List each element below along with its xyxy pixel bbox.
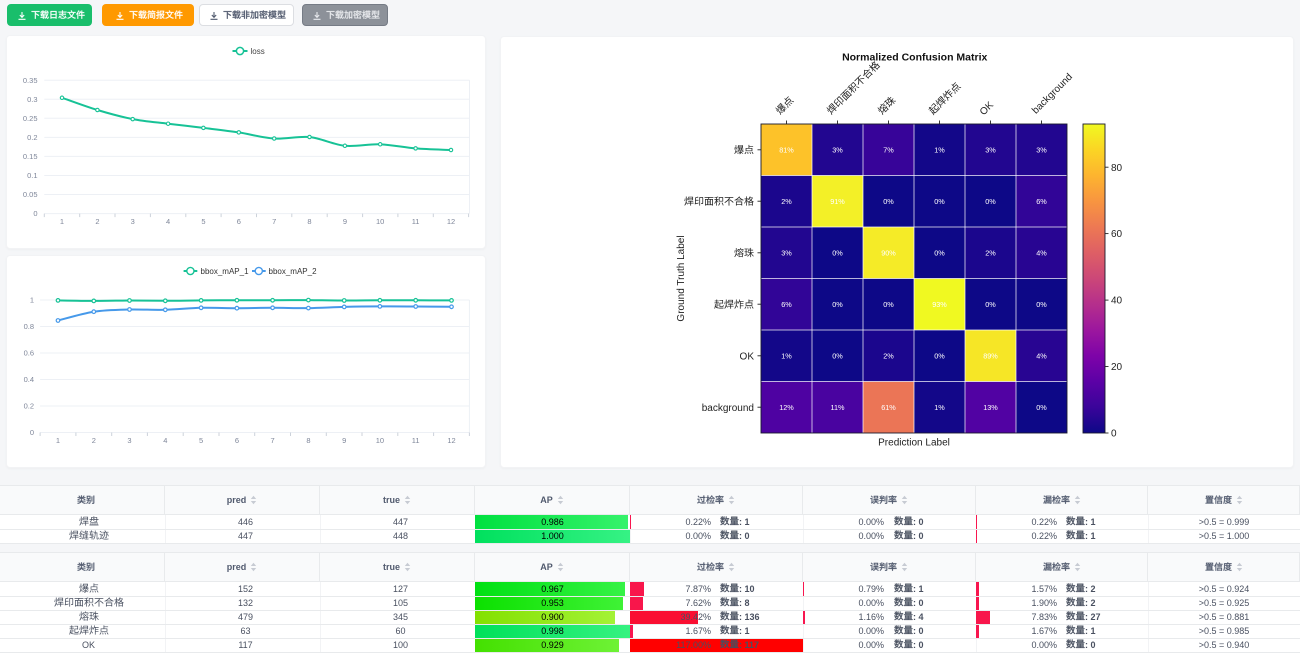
svg-text:background: background bbox=[1030, 72, 1075, 117]
svg-text:10: 10 bbox=[376, 217, 384, 226]
svg-text:0%: 0% bbox=[985, 197, 996, 206]
svg-text:2%: 2% bbox=[985, 248, 996, 257]
svg-text:8: 8 bbox=[307, 217, 311, 226]
svg-text:2: 2 bbox=[95, 217, 99, 226]
svg-text:3%: 3% bbox=[1036, 145, 1047, 154]
svg-text:1%: 1% bbox=[781, 351, 792, 360]
svg-text:0%: 0% bbox=[934, 197, 945, 206]
svg-text:0: 0 bbox=[33, 209, 37, 218]
svg-text:3: 3 bbox=[127, 436, 131, 445]
svg-text:0%: 0% bbox=[883, 300, 894, 309]
svg-text:3%: 3% bbox=[781, 248, 792, 257]
svg-text:7: 7 bbox=[271, 436, 275, 445]
svg-text:7%: 7% bbox=[883, 145, 894, 154]
svg-text:0%: 0% bbox=[985, 300, 996, 309]
svg-text:bbox_mAP_1: bbox_mAP_1 bbox=[201, 267, 250, 276]
svg-text:0.05: 0.05 bbox=[23, 190, 38, 199]
svg-text:11%: 11% bbox=[830, 403, 845, 412]
svg-text:1: 1 bbox=[30, 296, 34, 305]
svg-text:6%: 6% bbox=[1036, 197, 1047, 206]
svg-text:0.15: 0.15 bbox=[23, 152, 38, 161]
svg-text:bbox_mAP_2: bbox_mAP_2 bbox=[269, 267, 318, 276]
svg-text:89%: 89% bbox=[983, 351, 998, 360]
svg-text:12: 12 bbox=[447, 217, 455, 226]
svg-text:1%: 1% bbox=[934, 145, 945, 154]
svg-text:0%: 0% bbox=[1036, 300, 1047, 309]
svg-text:91%: 91% bbox=[830, 197, 845, 206]
svg-text:loss: loss bbox=[251, 47, 265, 56]
svg-text:13%: 13% bbox=[983, 403, 998, 412]
svg-text:40: 40 bbox=[1111, 296, 1123, 307]
svg-text:0%: 0% bbox=[1036, 403, 1047, 412]
svg-text:background: background bbox=[702, 403, 754, 414]
svg-text:0.8: 0.8 bbox=[24, 322, 34, 331]
svg-text:3%: 3% bbox=[985, 145, 996, 154]
svg-text:11: 11 bbox=[412, 436, 420, 445]
svg-text:4%: 4% bbox=[1036, 248, 1047, 257]
svg-text:6: 6 bbox=[237, 217, 241, 226]
svg-text:61%: 61% bbox=[881, 403, 896, 412]
svg-text:90%: 90% bbox=[881, 248, 896, 257]
svg-text:3: 3 bbox=[131, 217, 135, 226]
svg-text:9: 9 bbox=[342, 436, 346, 445]
svg-text:11: 11 bbox=[412, 217, 420, 226]
svg-text:0%: 0% bbox=[934, 351, 945, 360]
svg-text:20: 20 bbox=[1111, 362, 1123, 373]
svg-text:1%: 1% bbox=[934, 403, 945, 412]
svg-text:0%: 0% bbox=[934, 248, 945, 257]
svg-text:6: 6 bbox=[235, 436, 239, 445]
svg-text:2%: 2% bbox=[883, 351, 894, 360]
svg-text:81%: 81% bbox=[779, 145, 794, 154]
svg-text:0.25: 0.25 bbox=[23, 114, 38, 123]
svg-text:12%: 12% bbox=[779, 403, 794, 412]
svg-text:12: 12 bbox=[447, 436, 455, 445]
svg-text:3%: 3% bbox=[832, 145, 843, 154]
svg-text:1: 1 bbox=[56, 436, 60, 445]
svg-text:0.3: 0.3 bbox=[27, 95, 37, 104]
svg-text:7: 7 bbox=[272, 217, 276, 226]
svg-text:6%: 6% bbox=[781, 300, 792, 309]
svg-text:4: 4 bbox=[163, 436, 167, 445]
svg-text:4: 4 bbox=[166, 217, 170, 226]
svg-text:9: 9 bbox=[343, 217, 347, 226]
svg-text:0.35: 0.35 bbox=[23, 76, 38, 85]
svg-text:93%: 93% bbox=[932, 300, 947, 309]
svg-text:10: 10 bbox=[376, 436, 384, 445]
svg-text:0.2: 0.2 bbox=[27, 133, 37, 142]
svg-text:8: 8 bbox=[306, 436, 310, 445]
svg-text:OK: OK bbox=[978, 100, 996, 118]
svg-text:2%: 2% bbox=[781, 197, 792, 206]
svg-text:0%: 0% bbox=[832, 351, 843, 360]
svg-text:0.6: 0.6 bbox=[24, 349, 34, 358]
svg-text:60: 60 bbox=[1111, 229, 1123, 240]
svg-text:80: 80 bbox=[1111, 163, 1123, 174]
svg-text:0%: 0% bbox=[832, 248, 843, 257]
svg-text:1: 1 bbox=[60, 217, 64, 226]
svg-text:Normalized Confusion Matrix: Normalized Confusion Matrix bbox=[842, 51, 987, 63]
svg-text:0: 0 bbox=[30, 428, 34, 437]
svg-text:5: 5 bbox=[201, 217, 205, 226]
svg-text:0.1: 0.1 bbox=[27, 171, 37, 180]
svg-text:5: 5 bbox=[199, 436, 203, 445]
svg-text:2: 2 bbox=[92, 436, 96, 445]
svg-text:0: 0 bbox=[1111, 429, 1117, 440]
svg-text:OK: OK bbox=[740, 351, 755, 362]
svg-text:0.4: 0.4 bbox=[24, 375, 34, 384]
svg-text:0%: 0% bbox=[883, 197, 894, 206]
svg-text:4%: 4% bbox=[1036, 351, 1047, 360]
svg-text:0%: 0% bbox=[832, 300, 843, 309]
svg-text:Ground Truth Label: Ground Truth Label bbox=[676, 235, 687, 321]
svg-text:Prediction Label: Prediction Label bbox=[878, 438, 950, 449]
svg-text:0.2: 0.2 bbox=[24, 402, 34, 411]
